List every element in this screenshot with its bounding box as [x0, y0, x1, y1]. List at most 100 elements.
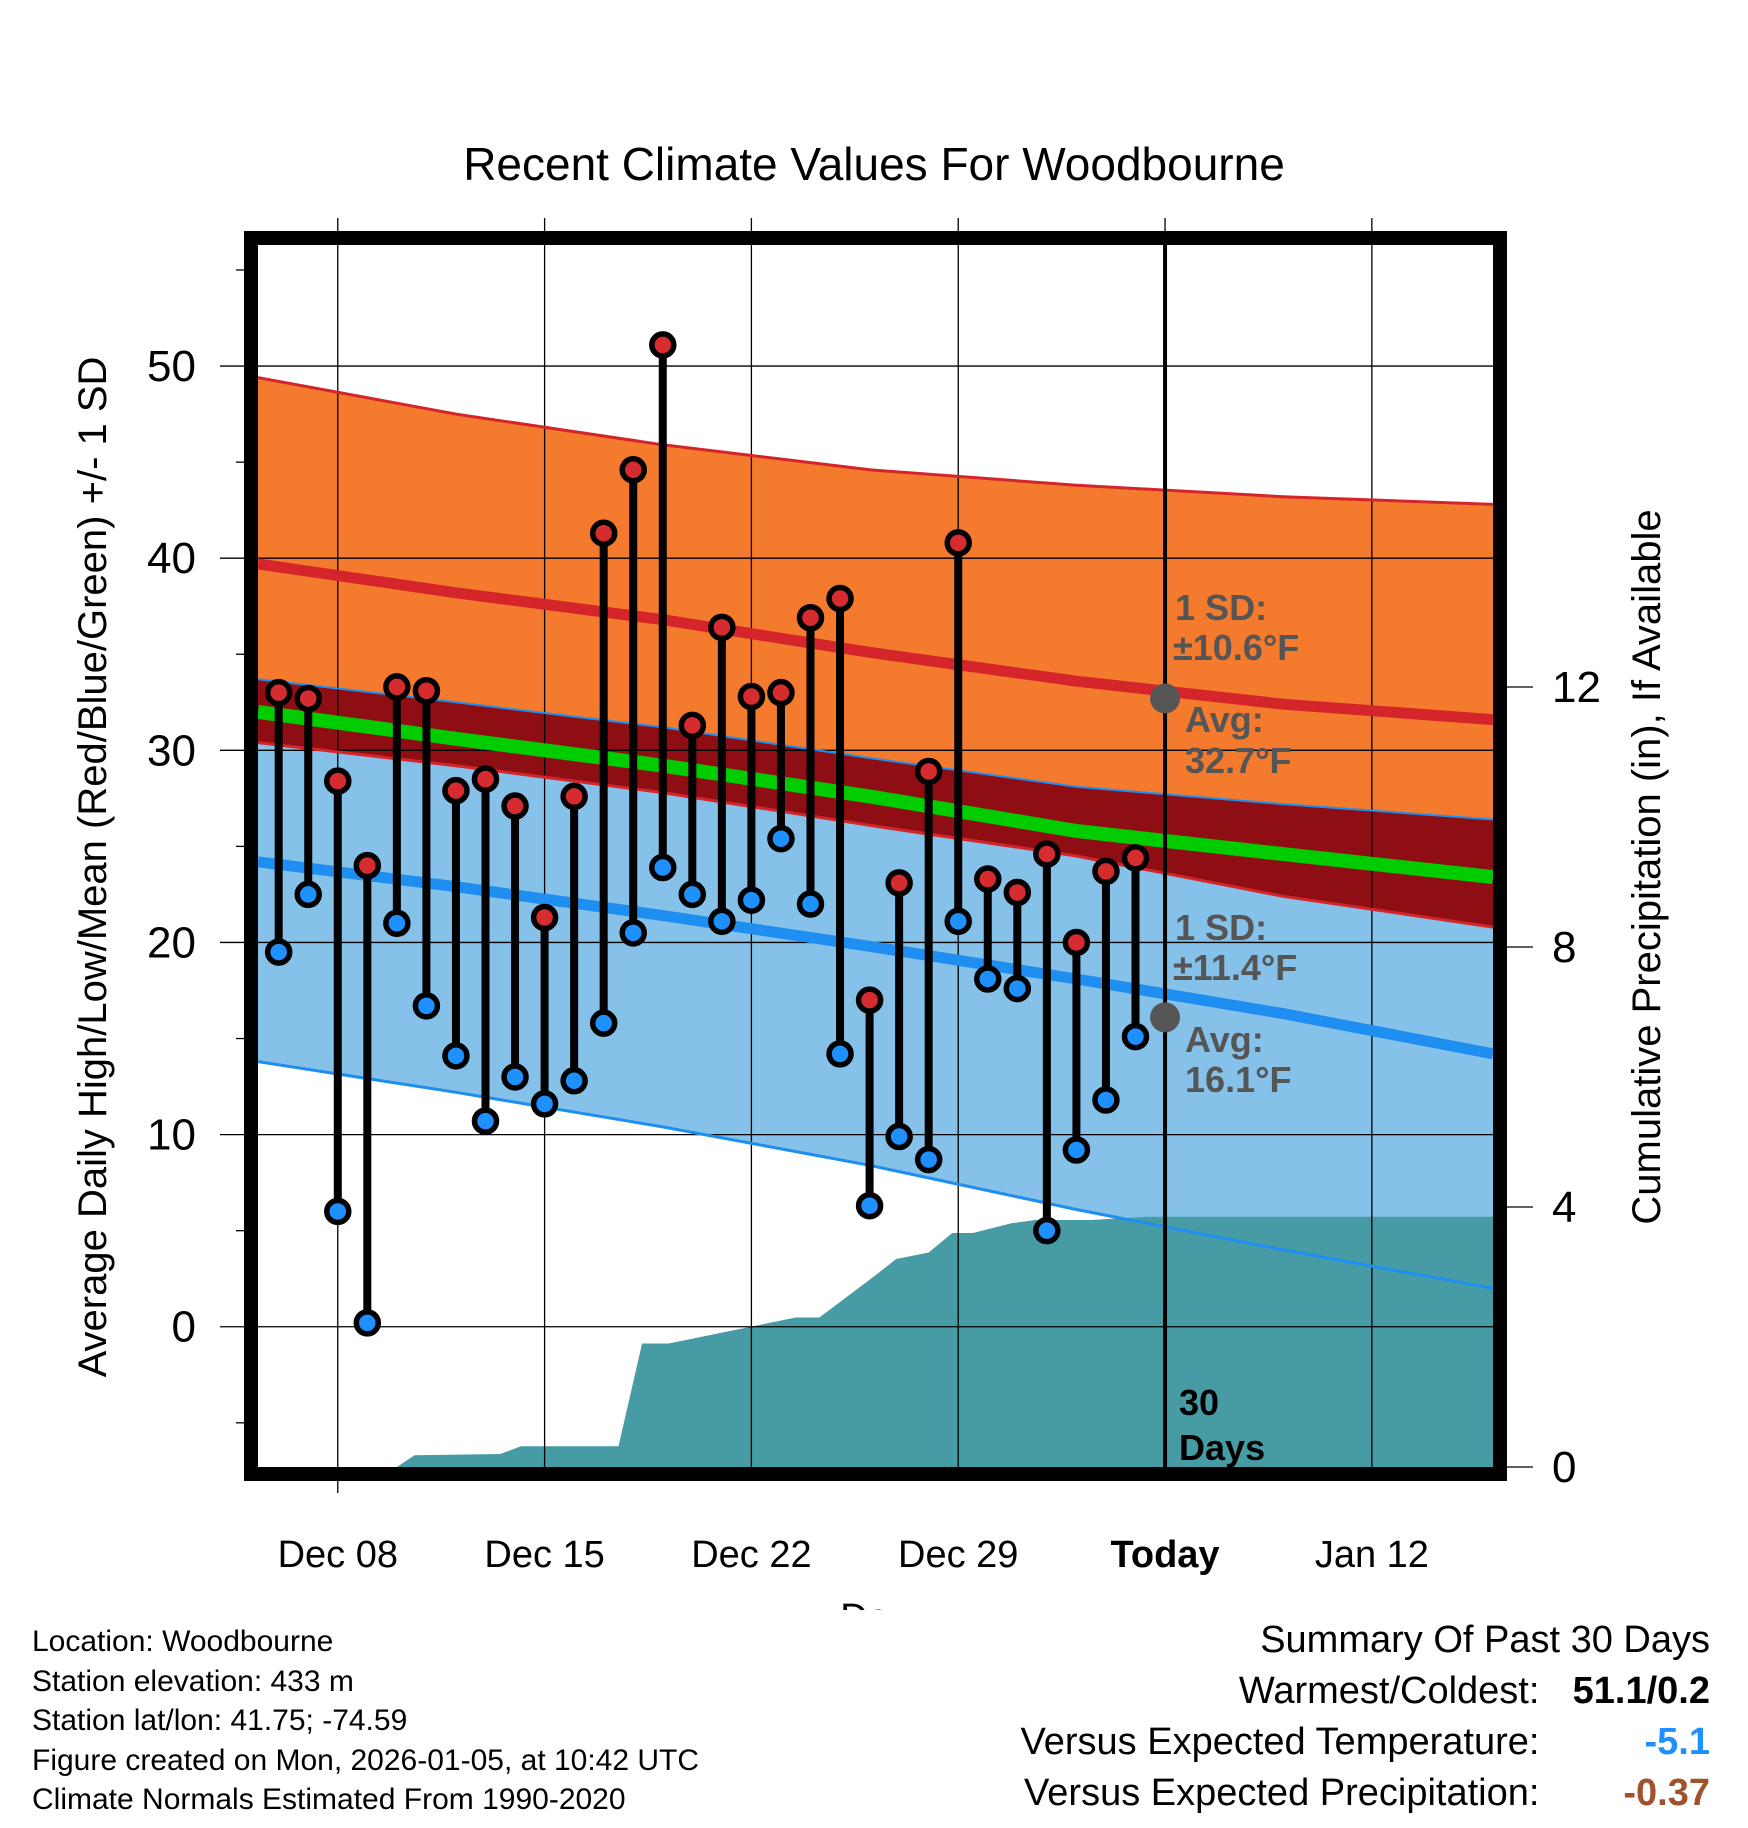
- high-avg-label: Avg:: [1185, 699, 1264, 740]
- high-dot: [1033, 840, 1061, 868]
- low-sd-value: ±11.4°F: [1173, 947, 1297, 988]
- low-upper-line: [258, 678, 1493, 821]
- high-dot: [324, 767, 352, 795]
- high-dot: [294, 684, 322, 713]
- climate-chart: Recent Climate Values For Woodbourne 50 4…: [71, 138, 1669, 1610]
- high-dot: [914, 757, 943, 786]
- temp-label: Versus Expected Temperature:: [1020, 1721, 1540, 1763]
- x-tick-label: Dec 29: [898, 1534, 1018, 1576]
- high-sd-label: 1 SD:: [1175, 587, 1267, 628]
- low-dot: [944, 907, 972, 936]
- low-dot: [796, 890, 825, 918]
- station-info: Location: Woodbourne Station elevation: …: [32, 1622, 699, 1820]
- high-dot: [796, 603, 825, 632]
- high-dot: [560, 782, 588, 811]
- high-dot: [501, 792, 529, 820]
- mean-line: [258, 704, 1493, 885]
- high-dot: [649, 331, 677, 359]
- y-tick-label: 0: [172, 1303, 196, 1352]
- high-dot: [974, 865, 1002, 893]
- low-dot: [471, 1107, 500, 1135]
- low-dot: [530, 1090, 559, 1118]
- location-text: Location: Woodbourne: [32, 1625, 334, 1658]
- low-dot: [678, 880, 707, 909]
- low-avg-marker: [1150, 1002, 1181, 1033]
- low-dot: [737, 886, 766, 914]
- y-tick-label: 10: [147, 1111, 196, 1160]
- low-dot: [1003, 974, 1032, 1003]
- plot-frame: [244, 231, 1507, 1481]
- y-tick-label: 40: [147, 534, 196, 583]
- warm-cold-value: 51.1/0.2: [1572, 1670, 1710, 1712]
- y-axis-label: Average Daily High/Low/Mean (Red/Blue/Gr…: [71, 357, 115, 1378]
- high-mean-line: [258, 558, 1493, 726]
- low-dot: [442, 1042, 470, 1070]
- low-dot: [855, 1191, 884, 1220]
- high-dot: [826, 584, 854, 613]
- low-dot: [589, 1009, 618, 1037]
- latlon-text: Station lat/lon: 41.75; -74.59: [32, 1704, 408, 1737]
- y2-axis-label: Cumulative Precipitation (in), If Availa…: [1625, 509, 1669, 1224]
- low-dot: [826, 1040, 854, 1068]
- high-dot: [471, 765, 500, 793]
- high-avg-value: 32.7°F: [1185, 740, 1291, 781]
- high-dot: [944, 529, 972, 557]
- high-lower-line: [258, 741, 1493, 929]
- created-text: Figure created on Mon, 2026-01-05, at 10…: [32, 1743, 700, 1777]
- high-dot: [1003, 878, 1032, 907]
- high-dot: [412, 677, 441, 705]
- precip-area: [258, 1216, 1493, 1467]
- high-avg-marker: [1150, 683, 1181, 714]
- low-dot: [324, 1197, 352, 1226]
- high-dot: [383, 673, 411, 701]
- high-dot: [619, 456, 647, 484]
- high-dot: [1121, 844, 1150, 872]
- y2-tick-label: 4: [1552, 1183, 1576, 1232]
- x-axis-label: Day: [840, 1597, 908, 1610]
- low-dot: [914, 1145, 943, 1174]
- low-sd-label: 1 SD:: [1175, 907, 1267, 948]
- precip-label: Versus Expected Precipitation:: [1024, 1772, 1540, 1814]
- chart-title: Recent Climate Values For Woodbourne: [463, 138, 1285, 190]
- x-tick-label: Jan 12: [1315, 1534, 1429, 1576]
- low-dot: [560, 1067, 588, 1095]
- y-tick-label: 20: [147, 918, 196, 967]
- high-dot: [1062, 928, 1091, 957]
- high-dot: [353, 851, 382, 880]
- low-dot: [619, 919, 647, 947]
- high-dot: [264, 678, 293, 707]
- low-avg-value: 16.1°F: [1185, 1059, 1291, 1100]
- high-dot: [1092, 857, 1120, 886]
- high-dot: [708, 613, 736, 642]
- low-dot: [501, 1063, 529, 1091]
- high-dot: [737, 682, 766, 711]
- high-sd-value: ±10.6°F: [1173, 627, 1299, 668]
- y2-tick-label: 8: [1552, 923, 1576, 972]
- low-dot: [264, 938, 293, 966]
- high-upper-line: [258, 376, 1493, 506]
- low-dot: [1033, 1216, 1061, 1245]
- x-tick-label: Today: [1110, 1534, 1219, 1576]
- low-avg-label: Avg:: [1185, 1019, 1264, 1060]
- y-tick-label: 50: [147, 342, 196, 391]
- precip-value: -0.37: [1623, 1772, 1710, 1814]
- low-dot: [412, 992, 441, 1020]
- low-dot: [767, 824, 795, 853]
- high-dot: [855, 986, 884, 1014]
- period-unit: Days: [1179, 1427, 1265, 1468]
- y2-tick-label: 0: [1552, 1443, 1576, 1492]
- summary-panel: Summary Of Past 30 Days Warmest/Coldest:…: [1021, 1615, 1710, 1819]
- low-dot: [974, 965, 1002, 993]
- high-dot: [530, 903, 559, 932]
- low-dot: [708, 907, 736, 936]
- low-dot: [1121, 1022, 1150, 1051]
- low-dot: [294, 880, 322, 909]
- high-dot: [678, 711, 707, 740]
- summary-temp: Versus Expected Temperature: -5.1: [1021, 1717, 1710, 1768]
- low-dot: [383, 909, 411, 937]
- summary-title: Summary Of Past 30 Days: [1260, 1619, 1710, 1661]
- low-dot: [1062, 1136, 1091, 1164]
- elevation-text: Station elevation: 433 m: [32, 1664, 354, 1698]
- warm-cold-label: Warmest/Coldest:: [1238, 1670, 1540, 1712]
- normals-text: Climate Normals Estimated From 1990-2020: [32, 1783, 626, 1816]
